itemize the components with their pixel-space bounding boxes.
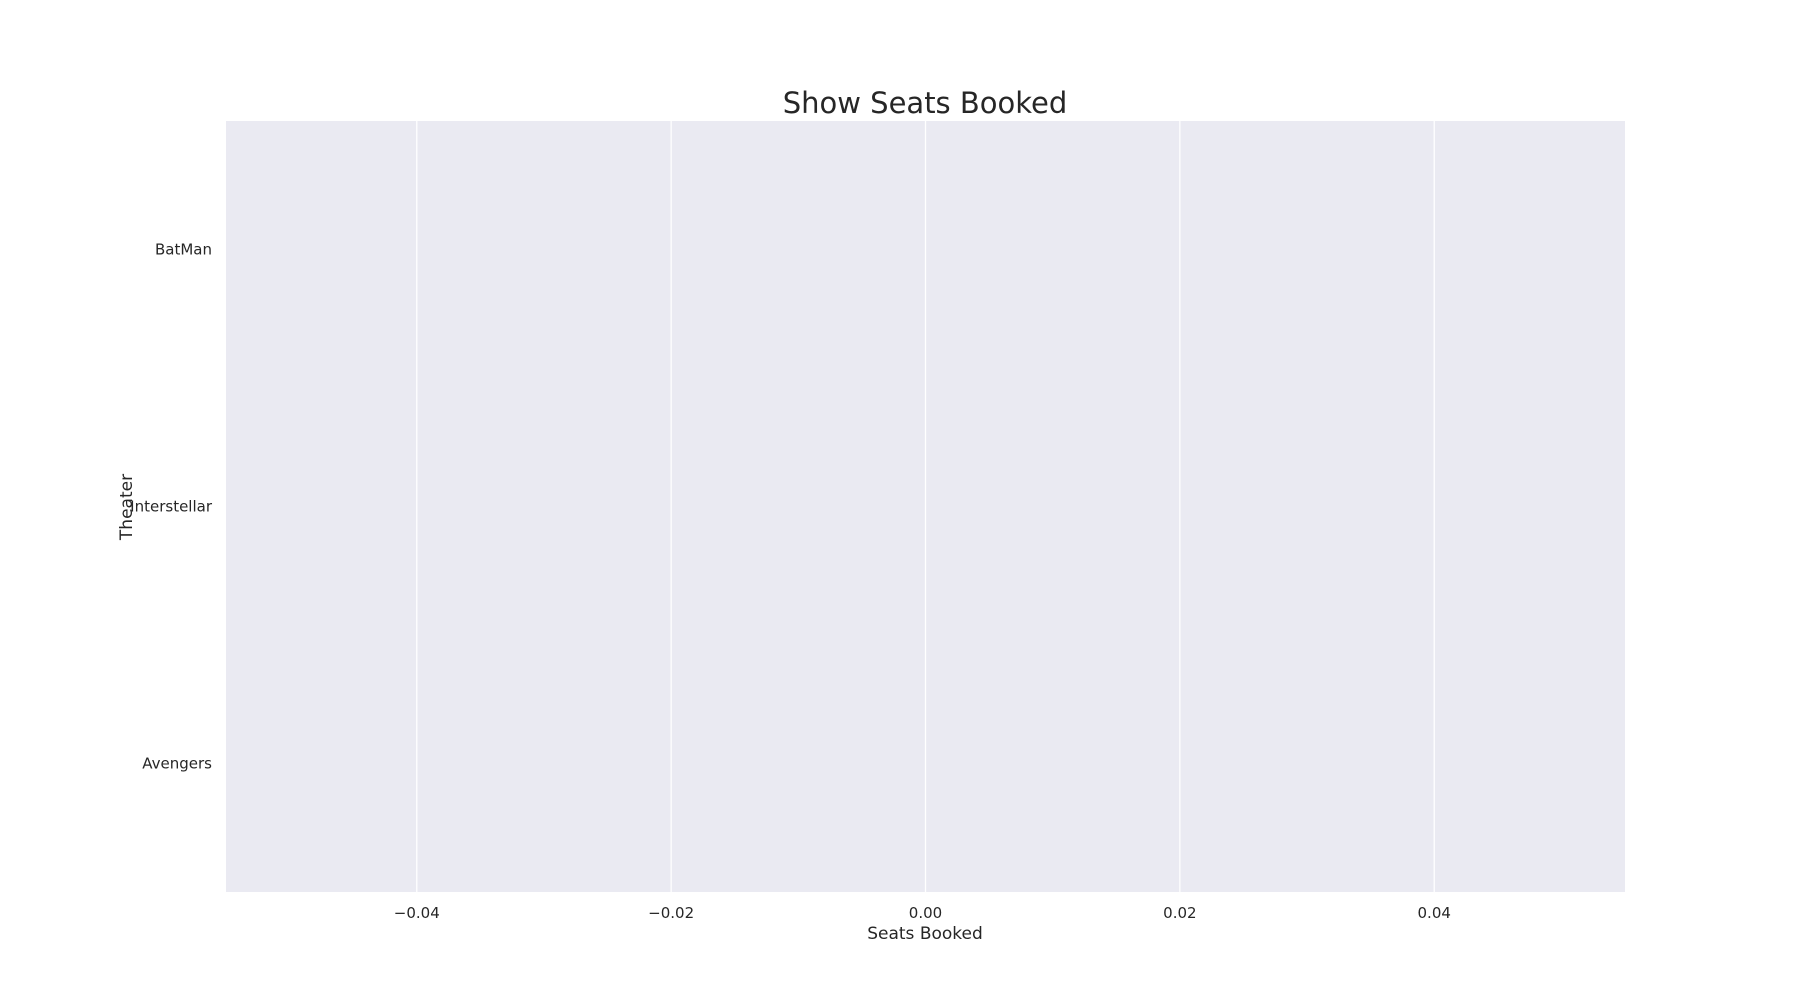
x-tick-label: 0.02 — [1163, 904, 1196, 922]
x-gridlines — [416, 121, 1435, 892]
x-tick-label: −0.04 — [394, 904, 440, 922]
x-tick-label: 0.00 — [909, 904, 942, 922]
y-axis-label: Theater — [117, 474, 137, 541]
x-tick-labels: −0.04 −0.02 0.00 0.02 0.04 — [394, 904, 1451, 922]
x-tick-label: −0.02 — [648, 904, 694, 922]
chart-title: Show Seats Booked — [783, 86, 1068, 120]
y-tick-label: Avengers — [142, 755, 212, 773]
y-tick-label: Interstellar — [130, 498, 213, 516]
x-axis-label: Seats Booked — [867, 924, 983, 944]
x-tick-label: 0.04 — [1418, 904, 1451, 922]
y-tick-label: BatMan — [155, 241, 212, 259]
y-tick-labels: BatMan Interstellar Avengers — [130, 241, 213, 773]
